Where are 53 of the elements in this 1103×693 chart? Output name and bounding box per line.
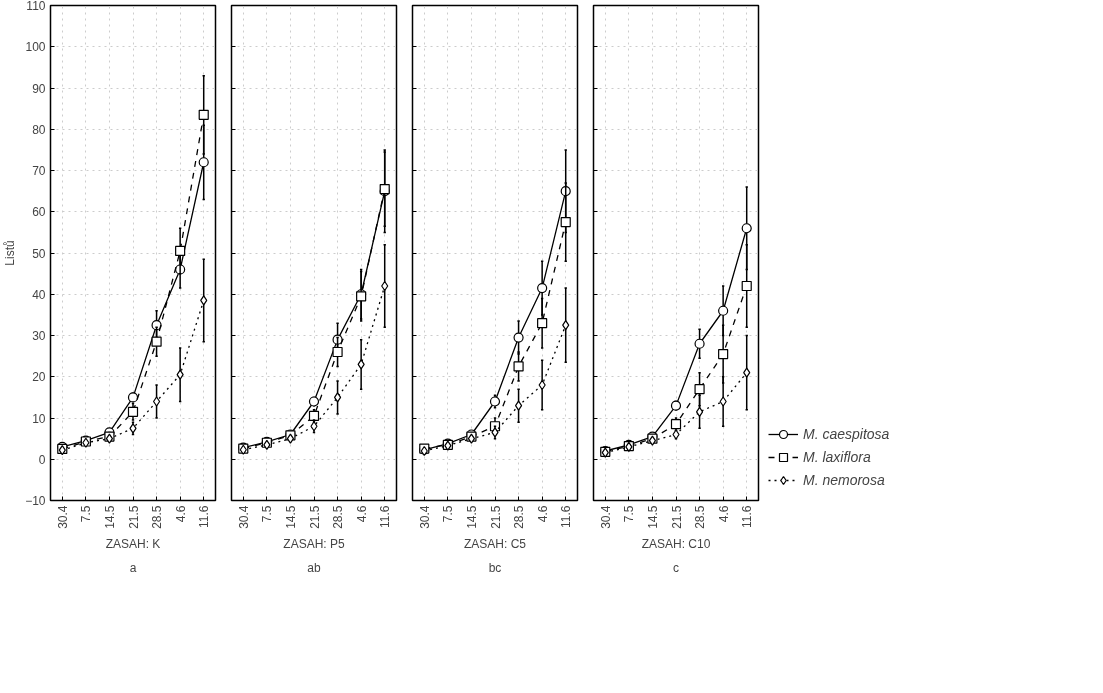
x-tick-label: 21.5 [307, 505, 322, 529]
y-tick-label: 100 [25, 40, 46, 55]
x-tick-label: 11.6 [740, 505, 755, 528]
x-tick-label: 28.5 [331, 505, 346, 529]
x-axis-title: ZASAH: C5 [463, 536, 527, 551]
x-tick-label: 21.5 [488, 505, 503, 529]
y-tick-label: 110 [26, 0, 46, 13]
y-tick-label: 80 [32, 122, 46, 137]
x-tick-label: 28.5 [150, 505, 165, 529]
x-tick-label: 14.5 [464, 505, 479, 529]
x-tick-label: 4.6 [535, 505, 550, 523]
x-tick-label: 4.6 [354, 505, 369, 523]
x-tick-label: 7.5 [441, 505, 456, 523]
text: bc [488, 560, 502, 575]
y-tick-label: 20 [32, 370, 46, 385]
x-tick-label: 21.5 [126, 505, 141, 529]
x-tick-label: 11.6 [197, 505, 212, 528]
x-tick-label: 14.5 [645, 505, 660, 529]
y-tick-label: 50 [32, 246, 46, 261]
x-tick-label: 28.5 [512, 505, 527, 529]
y-tick-label: −10 [25, 494, 46, 508]
legend-label: M. nemorosa [803, 472, 885, 488]
text: a [129, 560, 137, 575]
x-tick-label: 21.5 [669, 505, 684, 529]
text: c [673, 560, 679, 575]
legend-label: M. caespitosa [803, 426, 890, 442]
x-tick-label: 30.4 [417, 505, 432, 529]
x-tick-label: 30.4 [55, 505, 70, 529]
x-tick-label: 4.6 [173, 505, 188, 523]
x-axis-title: ZASAH: P5 [283, 536, 345, 551]
x-tick-label: 7.5 [260, 505, 275, 523]
x-tick-label: 11.6 [559, 505, 574, 528]
x-axis-title: ZASAH: K [105, 536, 161, 551]
x-tick-label: 14.5 [283, 505, 298, 529]
y-tick-label: 0 [38, 452, 46, 467]
x-axis-title: ZASAH: C10 [641, 536, 711, 551]
x-tick-label: 7.5 [622, 505, 637, 523]
x-tick-label: 30.4 [598, 505, 613, 529]
x-tick-label: 7.5 [79, 505, 94, 523]
y-tick-label: 90 [32, 81, 46, 96]
x-tick-label: 30.4 [236, 505, 251, 529]
y-axis-title: Listů [3, 240, 18, 266]
y-tick-label: 60 [32, 205, 46, 220]
x-tick-label: 14.5 [102, 505, 117, 529]
y-tick-label: 70 [32, 164, 46, 178]
y-tick-label: 10 [32, 411, 46, 426]
x-tick-label: 4.6 [716, 505, 731, 523]
y-tick-label: 40 [32, 287, 46, 302]
x-tick-label: 11.6 [378, 505, 393, 528]
text: ab [307, 560, 321, 575]
x-tick-label: 28.5 [693, 505, 708, 529]
legend-label: M. laxiflora [803, 449, 871, 465]
y-tick-label: 30 [32, 329, 46, 343]
